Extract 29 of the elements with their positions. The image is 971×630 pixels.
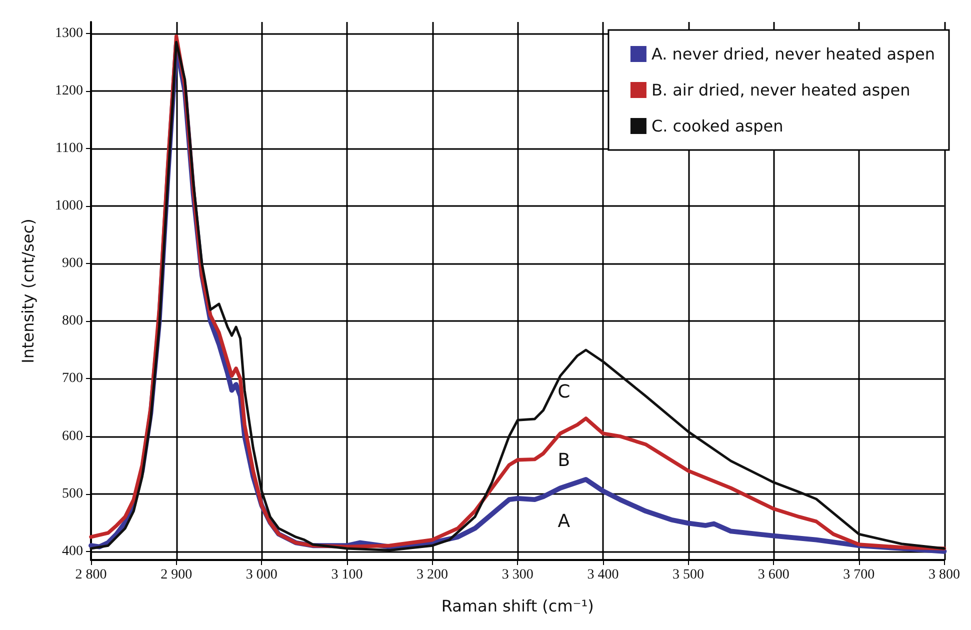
y-tick-label: 1100	[56, 141, 83, 156]
x-tick-label: 2 900	[160, 568, 192, 582]
y-tick-label: 500	[62, 486, 83, 502]
x-tick-label: 3 100	[331, 568, 363, 582]
x-axis-title: Raman shift (cm⁻¹)	[441, 596, 594, 616]
legend-label: C. cooked aspen	[651, 116, 784, 136]
x-tick-label: 3 300	[502, 568, 534, 582]
y-tick-label: 400	[62, 544, 83, 559]
x-tick-label: 3 400	[587, 568, 619, 582]
annotation: A	[558, 510, 571, 532]
x-tick-label: 2 800	[75, 568, 107, 582]
annotation: C	[558, 381, 570, 402]
y-tick-label: 600	[62, 428, 83, 444]
y-tick-label: 1200	[55, 84, 83, 99]
x-tick-label: 3 800	[928, 568, 960, 582]
y-tick-label: 1000	[55, 198, 83, 214]
y-tick-label: 700	[62, 371, 83, 386]
legend-label: B. air dried, never heated aspen	[651, 80, 910, 100]
annotation: B	[558, 450, 570, 471]
x-tick-label: 3 500	[672, 568, 704, 582]
x-tick-label: 3 700	[843, 568, 875, 582]
y-tick-label: 900	[62, 256, 83, 272]
x-tick-label: 3 600	[758, 568, 790, 582]
legend-label: A. never dried, never heated aspen	[651, 44, 936, 64]
y-tick-label: 1300	[55, 26, 83, 42]
y-tick-label: 800	[62, 314, 83, 329]
x-tick-label: 3 000	[246, 568, 278, 582]
x-tick-label: 3 200	[416, 568, 448, 582]
y-axis-title: Intensity (cnt/sec)	[18, 218, 38, 364]
